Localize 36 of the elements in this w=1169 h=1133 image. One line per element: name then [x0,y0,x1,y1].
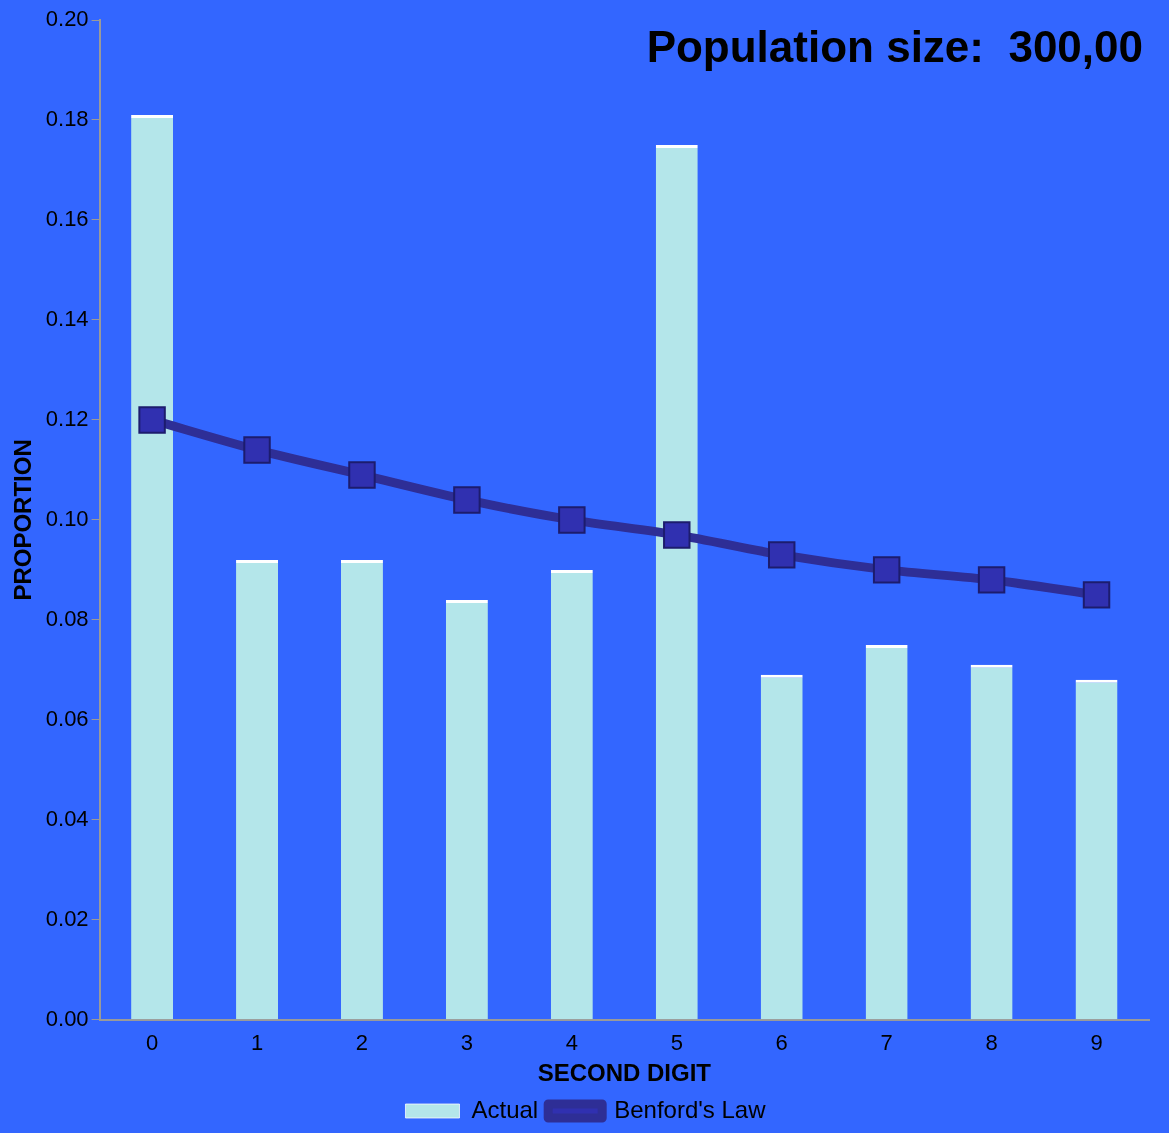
x-tick-label: 5 [670,1030,683,1056]
legend-label: Benford's Law [614,1095,767,1123]
x-tick-label: 1 [250,1030,264,1056]
y-tick-label: 0.14 [45,306,89,331]
y-tick-label: 0.20 [45,6,89,32]
point [1082,581,1111,609]
point [453,486,481,514]
y-tick-label: 0.00 [45,1005,89,1031]
x-tick-label: 3 [460,1030,474,1056]
y-tick-label: 0.16 [45,206,89,232]
x-tick-label: 6 [775,1030,788,1056]
x-tick-label: 4 [565,1030,578,1056]
y-tick-label: 0.02 [45,905,89,931]
x-tick-label: 7 [880,1030,893,1056]
legend-label: Actual [471,1095,539,1123]
point [977,566,1006,594]
y-axis-title: PROPORTION [9,439,37,601]
y-tick-label: 0.06 [45,705,89,731]
x-tick-label: 2 [355,1030,369,1056]
point [243,436,271,464]
x-axis-title: SECOND DIGIT [537,1059,712,1087]
point [663,521,691,549]
x-tick-label: 9 [1090,1030,1103,1056]
point [138,406,166,434]
point [348,461,376,489]
x-tick-label: 8 [985,1030,998,1056]
y-tick-label: 0.12 [45,405,89,431]
chart-title: Population size: 300,00 [646,22,1143,72]
y-tick-label: 0.08 [45,605,89,631]
x-tick-label: 0 [145,1030,159,1056]
point [767,541,796,569]
y-tick-label: 0.04 [45,805,89,831]
y-tick-label: 0.10 [45,505,89,531]
point [872,556,901,584]
point [558,506,586,534]
y-tick-label: 0.18 [45,106,89,132]
